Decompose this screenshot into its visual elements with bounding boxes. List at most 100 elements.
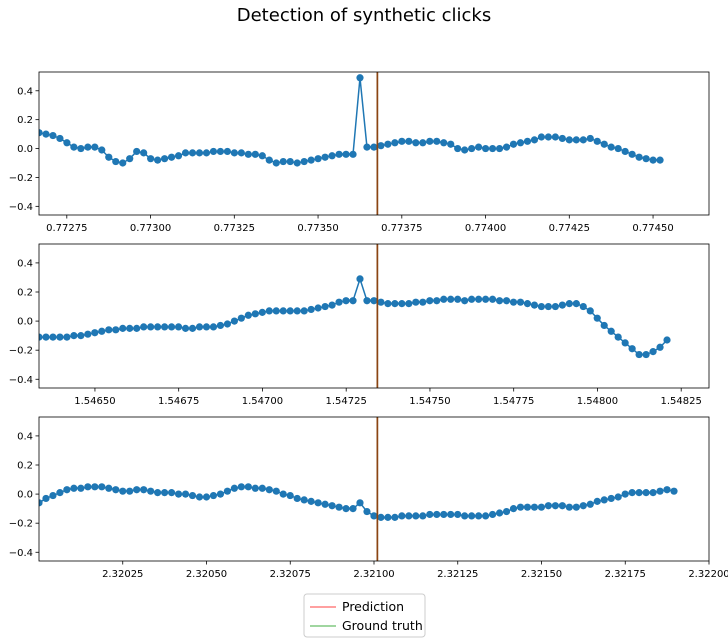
- axes-frame: [38, 243, 710, 389]
- data-point: [412, 298, 420, 306]
- data-point: [530, 301, 539, 309]
- subplots: −0.4 −0.2 0.0 0.2 0.4 0.77275 0.77300 0.77325 0.…: [9, 71, 728, 580]
- data-point: [384, 513, 392, 521]
- data-point: [349, 505, 357, 513]
- data-point: [328, 301, 336, 309]
- y-tick-label: −0.2: [9, 346, 33, 357]
- data-point: [105, 484, 113, 492]
- data-point: [523, 503, 532, 511]
- data-point: [167, 489, 176, 497]
- data-point: [537, 302, 546, 311]
- data-point: [642, 350, 650, 359]
- data-point: [440, 295, 448, 303]
- data-point: [384, 140, 392, 148]
- data-point: [593, 497, 601, 505]
- data-point: [551, 502, 559, 510]
- data-point: [649, 348, 657, 356]
- data-point: [286, 491, 294, 500]
- data-point: [349, 150, 357, 158]
- data-point: [209, 323, 218, 331]
- data-point: [398, 512, 406, 520]
- data-point: [98, 146, 106, 154]
- data-point: [39, 333, 43, 341]
- data-point: [216, 321, 225, 330]
- data-point: [181, 490, 190, 498]
- data-point: [600, 140, 608, 148]
- x-tick-label: 2.32175: [605, 569, 646, 580]
- data-point: [265, 307, 273, 315]
- x-tick-label: 1.54650: [74, 396, 115, 407]
- data-point: [279, 490, 287, 498]
- data-point: [461, 512, 469, 520]
- y-tick-label: −0.4: [9, 202, 33, 213]
- data-point: [495, 144, 504, 153]
- data-point: [42, 333, 50, 341]
- data-point: [244, 483, 252, 491]
- data-point: [558, 502, 566, 510]
- data-point: [321, 153, 329, 161]
- data-point: [349, 297, 357, 305]
- data-point: [307, 305, 315, 314]
- data-point: [530, 136, 539, 144]
- axes-frame: [38, 71, 710, 216]
- data-point: [105, 326, 113, 334]
- data-point: [565, 503, 573, 511]
- data-point: [188, 491, 197, 500]
- data-point: [167, 323, 176, 331]
- data-point: [551, 302, 559, 311]
- data-point: [216, 147, 225, 156]
- data-point: [502, 143, 511, 151]
- data-point: [356, 74, 364, 82]
- x-tick-label: 0.77425: [549, 223, 590, 234]
- data-point: [216, 490, 225, 498]
- data-point: [509, 140, 518, 148]
- data-point: [398, 137, 406, 145]
- x-tick-label: 0.77450: [632, 223, 673, 234]
- data-point: [482, 144, 490, 153]
- data-point: [377, 298, 385, 306]
- data-point: [391, 139, 399, 147]
- data-point: [426, 297, 434, 305]
- data-point: [370, 297, 378, 305]
- data-point: [628, 150, 636, 158]
- series-group: [39, 74, 664, 167]
- legend-prediction-label: Prediction: [342, 599, 404, 614]
- data-point: [147, 155, 155, 163]
- data-point: [635, 153, 643, 161]
- data-point: [495, 509, 504, 517]
- data-point: [195, 493, 204, 501]
- data-point: [614, 493, 622, 501]
- data-point: [656, 487, 664, 495]
- data-point: [475, 295, 483, 303]
- data-point: [42, 130, 50, 138]
- subplot-2: −0.4 −0.2 0.0 0.2 0.4 1.54650 1.54675 1.54700 1.…: [9, 243, 710, 407]
- data-point: [174, 490, 183, 498]
- data-point: [635, 350, 643, 359]
- data-point: [321, 500, 329, 508]
- data-point: [84, 143, 92, 151]
- data-point: [447, 510, 455, 519]
- data-point: [98, 483, 106, 491]
- data-point: [63, 333, 71, 341]
- data-point: [642, 489, 650, 497]
- data-point: [91, 483, 99, 491]
- data-point: [335, 503, 343, 511]
- x-tick-label: 2.32125: [437, 569, 478, 580]
- data-point: [516, 503, 525, 511]
- data-point: [140, 323, 148, 331]
- data-point: [39, 499, 43, 507]
- data-point: [384, 300, 392, 308]
- data-point: [209, 491, 218, 500]
- data-point: [363, 297, 371, 305]
- data-point: [544, 502, 553, 510]
- data-point: [49, 131, 57, 140]
- data-point: [621, 339, 629, 347]
- data-point: [391, 513, 399, 521]
- data-point: [433, 510, 441, 519]
- data-point: [370, 512, 378, 520]
- data-point: [258, 152, 266, 160]
- x-tick-label: 0.77375: [381, 223, 422, 234]
- x-tick-label: 1.54825: [661, 396, 702, 407]
- x-tick-label: 2.32150: [521, 569, 562, 580]
- data-point: [154, 489, 162, 497]
